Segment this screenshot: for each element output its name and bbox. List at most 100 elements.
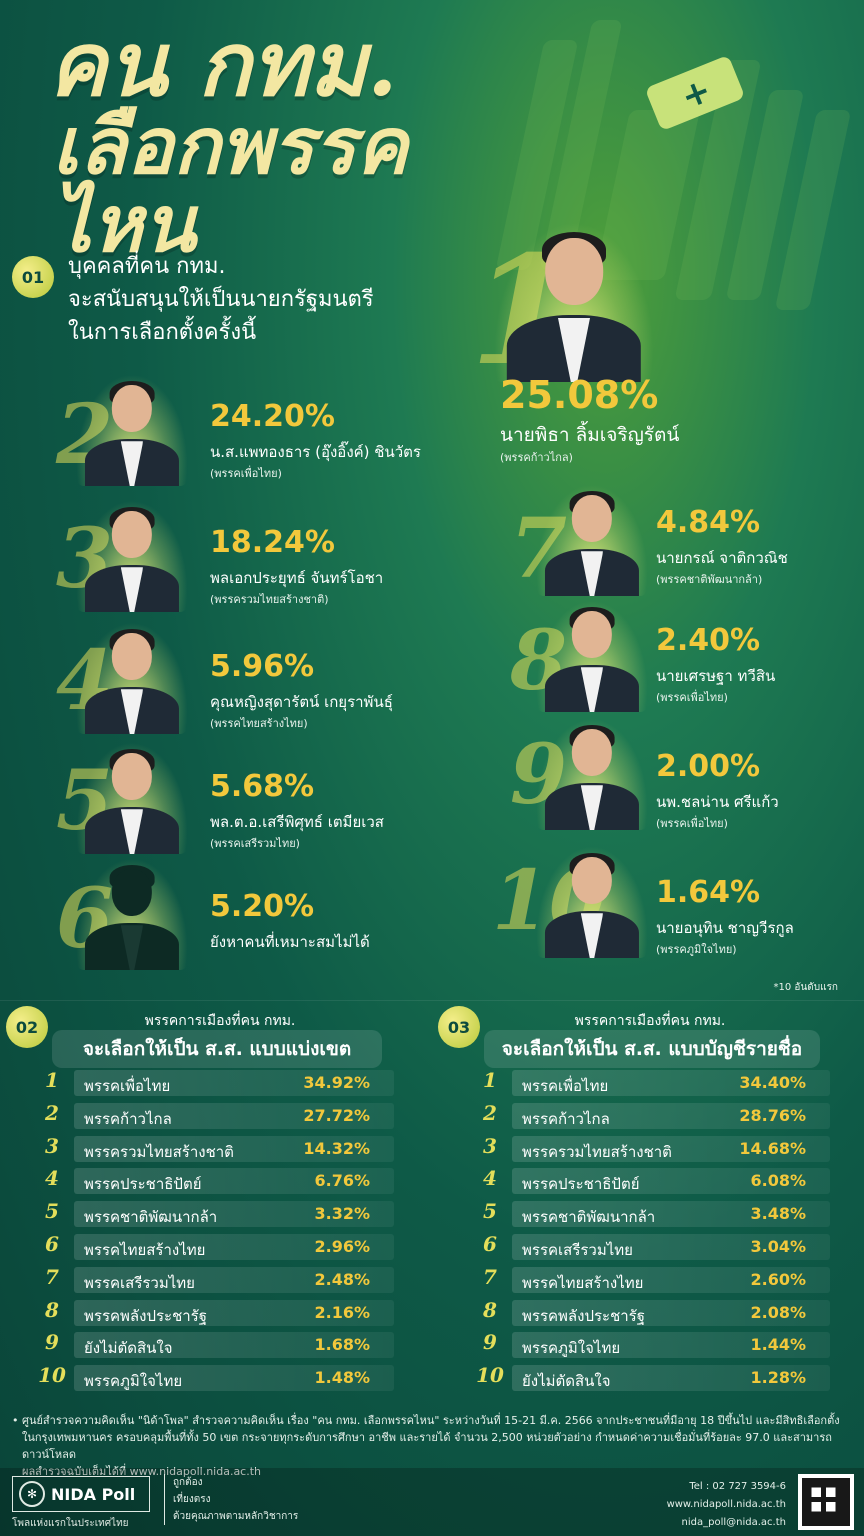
table-row: 8 พรรคพลังประชารัฐ 2.16%: [38, 1298, 394, 1327]
section3-subtitle: จะเลือกให้เป็น ส.ส. แบบบัญชีรายชื่อ: [484, 1030, 820, 1068]
note-line-3: ผลสำรวจฉบับเต็มได้ที่ www.nidapoll.nida.…: [22, 1465, 262, 1478]
candidate-percent: 5.20%: [210, 889, 315, 924]
table-row: 9 ยังไม่ตัดสินใจ 1.68%: [38, 1330, 394, 1359]
row-background: [512, 1234, 830, 1260]
section-divider: [0, 1000, 864, 1001]
candidate-percent: 2.40%: [656, 623, 761, 658]
candidate-percent: 2.00%: [656, 749, 761, 784]
note-line-1: • ศูนย์สำรวจความคิดเห็น "นิด้าโพล" สำรวจ…: [12, 1414, 840, 1427]
table-row: 2 พรรคก้าวไกล 27.72%: [38, 1101, 394, 1130]
row-background: [512, 1266, 830, 1293]
candidate-party: (พรรคเพื่อไทย): [210, 467, 282, 480]
party-percent: 34.92%: [303, 1073, 370, 1092]
row-background: [74, 1365, 394, 1392]
row-rank: 10: [476, 1363, 504, 1388]
row-rank: 7: [45, 1264, 59, 1289]
page-title: คน กทม. เลือกพรรคไหน: [48, 20, 528, 264]
candidate-percent: 1.64%: [656, 875, 761, 910]
title-line-2: เลือกพรรคไหน: [52, 101, 408, 270]
party-name: พรรครวมไทยสร้างชาติ: [84, 1142, 234, 1161]
website-link[interactable]: www.nidapoll.nida.ac.th: [666, 1499, 786, 1510]
section-number-badge: 02: [6, 1006, 48, 1048]
candidate-photo: [536, 718, 648, 830]
row-background: [512, 1070, 830, 1096]
slogan-line-1: ถูกต้อง: [173, 1477, 203, 1488]
row-rank: 9: [45, 1330, 59, 1355]
row-rank: 1: [45, 1068, 59, 1092]
candidate-name: นายเศรษฐา ทวีสิน: [656, 667, 776, 685]
row-rank: 5: [483, 1199, 497, 1224]
party-name: พรรครวมไทยสร้างชาติ: [522, 1142, 672, 1161]
section1-question: บุคคลที่คน กทม. จะสนับสนุนให้เป็นนายกรัฐ…: [68, 250, 374, 349]
candidate-percent: 25.08%: [500, 373, 659, 417]
party-percent: 1.44%: [750, 1335, 806, 1355]
row-background: [512, 1332, 830, 1359]
table-row: 7 พรรคไทยสร้างไทย 2.60%: [476, 1265, 830, 1294]
section2-title: พรรคการเมืองที่คน กทม.: [144, 1013, 296, 1029]
table-row: 5 พรรคชาติพัฒนากล้า 3.48%: [476, 1199, 830, 1228]
phone-number: Tel : 02 727 3594-6: [689, 1481, 786, 1492]
party-percent: 14.32%: [303, 1138, 370, 1158]
row-background: [512, 1135, 830, 1162]
candidate-party: (พรรคชาติพัฒนากล้า): [656, 573, 763, 586]
row-rank: 1: [483, 1068, 497, 1092]
row-rank: 4: [45, 1166, 59, 1191]
table-row: 2 พรรคก้าวไกล 28.76%: [476, 1101, 830, 1130]
footer-bar: [0, 1468, 864, 1536]
table-row: 10 ยังไม่ตัดสินใจ 1.28%: [476, 1363, 830, 1392]
party-name: พรรคพลังประชารัฐ: [84, 1306, 208, 1325]
row-rank: 8: [45, 1297, 59, 1322]
party-name: พรรคเพื่อไทย: [522, 1077, 609, 1095]
party-name: พรรคประชาธิปัตย์: [84, 1175, 202, 1194]
candidate-photo: [536, 484, 648, 596]
row-background: [74, 1135, 394, 1162]
logo-text: NIDA Poll: [51, 1484, 136, 1504]
slogan-line-2: เที่ยงตรง: [173, 1494, 211, 1505]
party-name: พรรคภูมิใจไทย: [84, 1372, 183, 1391]
row-background: [512, 1365, 830, 1392]
party-percent: 2.60%: [750, 1269, 806, 1289]
candidate-photo: [76, 622, 188, 734]
candidate-name: ยังหาคนที่เหมาะสมไม่ได้: [210, 933, 370, 951]
party-percent: 2.96%: [314, 1237, 370, 1256]
row-background: [512, 1299, 830, 1326]
row-background: [512, 1168, 830, 1195]
party-name: พรรคเสรีรวมไทย: [522, 1241, 633, 1259]
party-name: พรรคเพื่อไทย: [84, 1077, 171, 1095]
party-percent: 1.28%: [750, 1368, 806, 1388]
candidate-party: (พรรคก้าวไกล): [500, 451, 573, 464]
title-line-1: คน กทม.: [48, 12, 398, 116]
row-background: [74, 1234, 394, 1260]
party-percent: 6.08%: [750, 1171, 806, 1191]
row-rank: 10: [38, 1363, 66, 1388]
row-rank: 5: [45, 1199, 59, 1224]
candidate-party: (พรรคเพื่อไทย): [656, 817, 728, 830]
party-percent: 2.16%: [314, 1302, 370, 1322]
candidate-party: (พรรคภูมิใจไทย): [656, 943, 737, 956]
party-percent: 3.04%: [750, 1237, 806, 1256]
row-rank: 4: [483, 1166, 497, 1191]
candidate-photo: [494, 222, 654, 382]
candidate-percent: 18.24%: [210, 525, 335, 560]
candidate-percent: 4.84%: [656, 505, 761, 540]
table-row: 10 พรรคภูมิใจไทย 1.48%: [38, 1363, 394, 1392]
party-name: พรรคก้าวไกล: [522, 1109, 610, 1128]
candidate-photo: [536, 846, 648, 958]
party-name: พรรคเสรีรวมไทย: [84, 1273, 195, 1292]
party-percent: 14.68%: [739, 1138, 806, 1158]
row-rank: 6: [483, 1232, 497, 1256]
party-percent: 34.40%: [739, 1073, 806, 1092]
qr-code-icon[interactable]: [798, 1474, 854, 1530]
question-line-3: ในการเลือกตั้งครั้งนี้: [68, 320, 257, 345]
candidate-name: นายอนุทิน ชาญวีรกูล: [656, 919, 794, 937]
slogan: ถูกต้อง เที่ยงตรง ด้วยคุณภาพตามหลักวิชาก…: [164, 1474, 298, 1525]
candidate-party: (พรรคเพื่อไทย): [656, 691, 728, 704]
party-name: พรรคชาติพัฒนากล้า: [84, 1208, 218, 1227]
row-rank: 8: [483, 1297, 497, 1322]
table-row: 9 พรรคภูมิใจไทย 1.44%: [476, 1330, 830, 1359]
email-link[interactable]: nida_poll@nida.ac.th: [681, 1517, 786, 1528]
table-row: 5 พรรคชาติพัฒนากล้า 3.32%: [38, 1199, 394, 1228]
party-name: ยังไม่ตัดสินใจ: [522, 1372, 611, 1391]
top10-note: *10 อันดับแรก: [773, 982, 838, 993]
